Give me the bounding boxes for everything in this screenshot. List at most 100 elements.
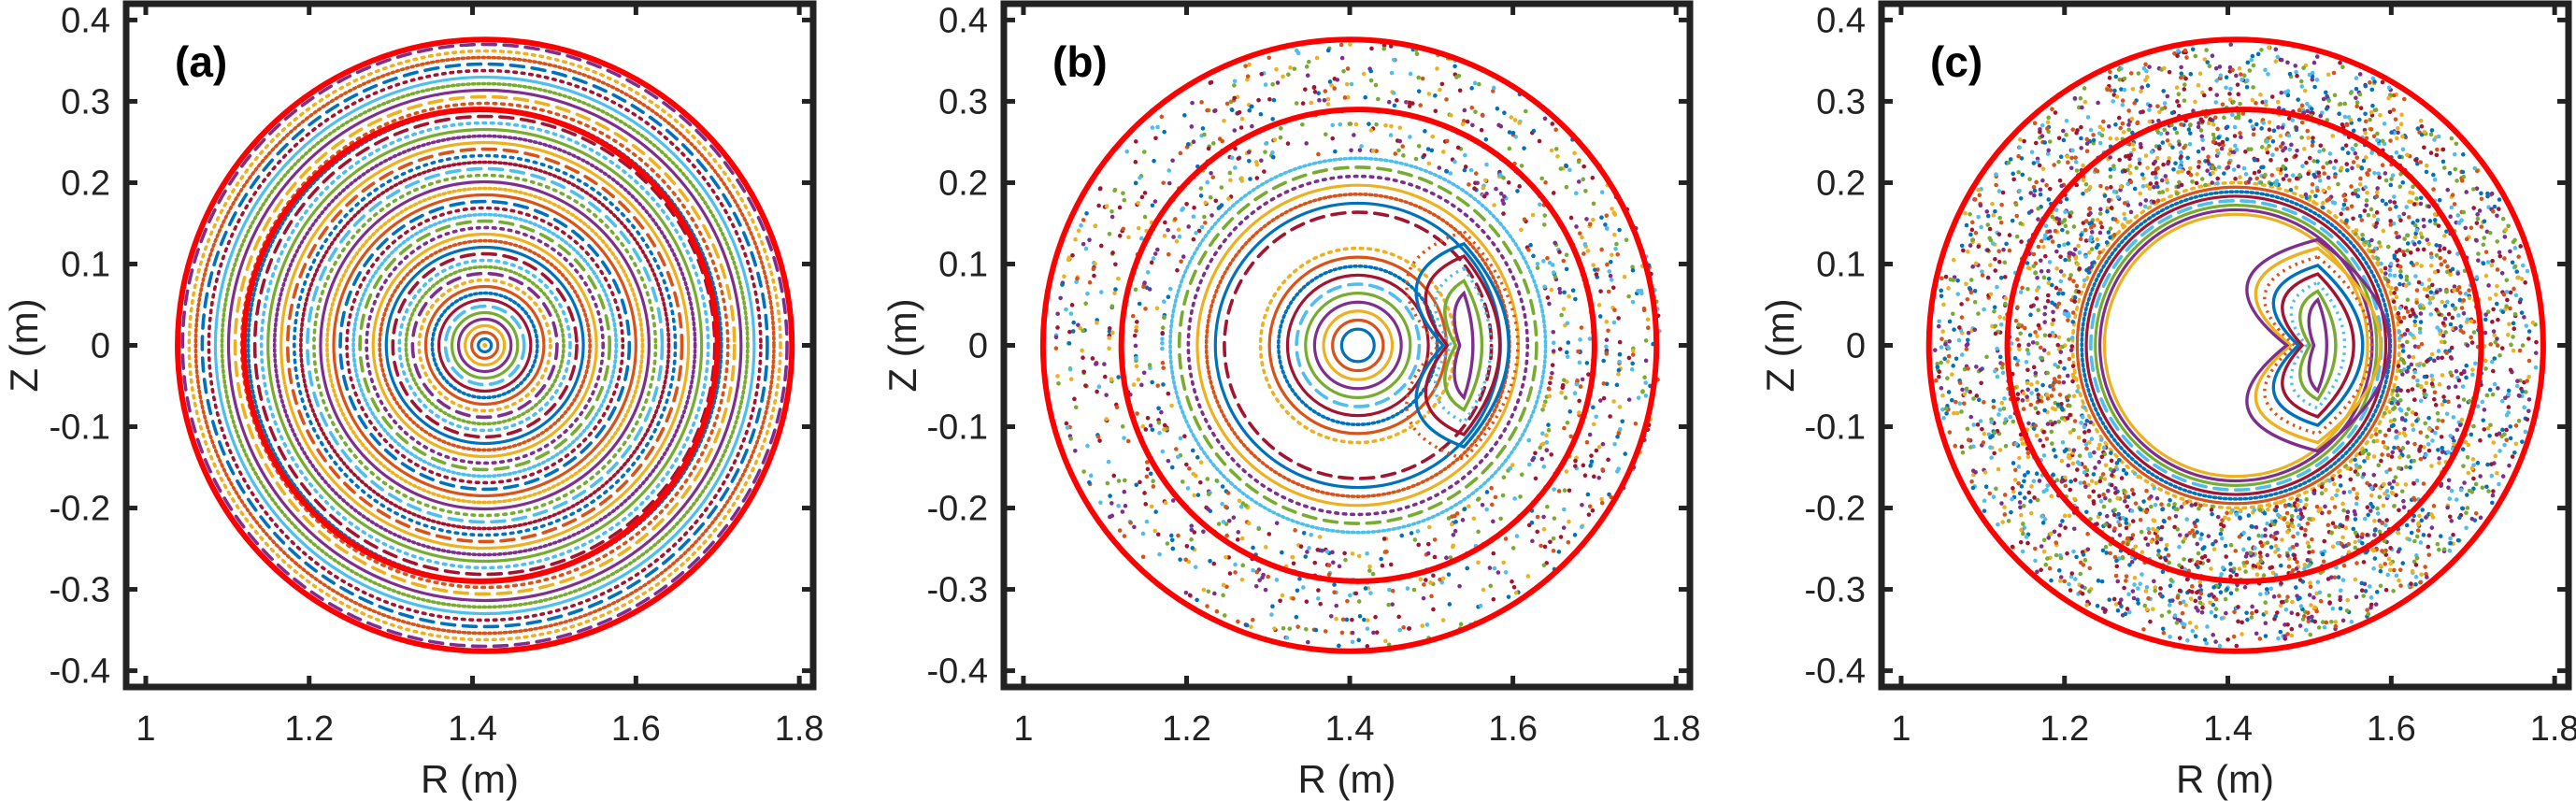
chaotic-point xyxy=(2074,130,2079,136)
chaotic-point xyxy=(2405,327,2410,333)
chaotic-point xyxy=(2187,122,2193,128)
flux-surface xyxy=(1304,292,1412,399)
chaotic-point xyxy=(2435,410,2440,416)
chaotic-point xyxy=(2387,207,2393,212)
flux-surface xyxy=(252,114,717,577)
chaotic-point xyxy=(2002,493,2008,497)
chaotic-point xyxy=(2127,164,2133,168)
boundary-inner xyxy=(240,107,721,584)
chaotic-point xyxy=(2070,379,2075,384)
x-tick-label: 1.4 xyxy=(448,709,497,749)
chaotic-point xyxy=(1599,496,1604,502)
chaotic-point xyxy=(1056,381,1061,386)
flux-surface xyxy=(365,225,605,465)
chaotic-point xyxy=(2397,336,2402,340)
chaotic-point xyxy=(2147,107,2152,112)
chaotic-point xyxy=(1565,420,1570,425)
chaotic-point xyxy=(2042,233,2048,237)
chaotic-point xyxy=(2449,488,2454,493)
chaotic-point xyxy=(2066,318,2070,322)
chaotic-point xyxy=(2045,483,2051,488)
chaotic-point xyxy=(1957,325,1962,330)
chaotic-point xyxy=(1559,312,1564,318)
chaotic-point xyxy=(2050,214,2055,220)
chaotic-point xyxy=(1513,591,1519,595)
chaotic-point xyxy=(2017,188,2022,193)
chaotic-point xyxy=(2368,594,2374,600)
chaotic-point xyxy=(2423,565,2428,569)
chaotic-point xyxy=(2342,114,2348,120)
chaotic-point xyxy=(1462,507,1467,511)
chaotic-point xyxy=(1616,431,1622,436)
chaotic-point xyxy=(1968,414,1974,420)
chaotic-point xyxy=(2051,387,2056,392)
chaotic-point xyxy=(1120,424,1125,429)
chaotic-point xyxy=(2411,518,2415,523)
chaotic-point xyxy=(2397,214,2402,220)
chaotic-point xyxy=(2183,76,2188,81)
chaotic-point xyxy=(2250,97,2255,103)
chaotic-point xyxy=(1587,222,1593,227)
y-tick-label: -0.3 xyxy=(50,571,110,610)
chaotic-point xyxy=(1577,360,1582,365)
chaotic-point xyxy=(2129,116,2135,122)
chaotic-point xyxy=(2380,163,2385,168)
chaotic-point xyxy=(1439,81,1445,87)
chaotic-point xyxy=(2447,548,2453,553)
chaotic-point xyxy=(2187,530,2193,536)
chaotic-point xyxy=(2154,175,2158,180)
chaotic-point xyxy=(2283,157,2289,163)
chaotic-point xyxy=(2036,410,2040,416)
chaotic-point xyxy=(1066,341,1072,346)
chaotic-point xyxy=(1982,508,1987,513)
chaotic-point xyxy=(2273,550,2278,554)
chaotic-point xyxy=(2186,127,2192,132)
chaotic-point xyxy=(1159,114,1165,120)
chaotic-point xyxy=(2031,184,2037,190)
chaotic-point xyxy=(1155,383,1161,388)
chaotic-point xyxy=(2002,316,2007,321)
chaotic-point xyxy=(1279,126,1283,131)
chaotic-point xyxy=(1247,107,1252,113)
chaotic-point xyxy=(2282,517,2287,522)
chaotic-point xyxy=(2436,448,2440,452)
chaotic-point xyxy=(2488,342,2494,347)
chaotic-point xyxy=(1400,144,1405,149)
chaotic-point xyxy=(2259,145,2265,150)
chaotic-point xyxy=(2438,331,2443,336)
chaotic-point xyxy=(2218,531,2224,536)
flux-surface xyxy=(1223,210,1494,480)
flux-surface xyxy=(1258,246,1457,445)
chaotic-point xyxy=(1639,291,1644,295)
chaotic-point xyxy=(1518,494,1523,499)
chaotic-point xyxy=(2397,329,2402,335)
chaotic-point xyxy=(2471,330,2477,335)
boundary-outer xyxy=(1039,36,1660,654)
chaotic-point xyxy=(1447,602,1453,607)
chaotic-point xyxy=(1947,430,1953,435)
chaotic-point xyxy=(1510,130,1516,136)
chaotic-point xyxy=(2316,174,2322,179)
chaotic-point xyxy=(1373,614,1378,620)
chaotic-point xyxy=(1932,348,1938,352)
chaotic-point xyxy=(2051,472,2055,478)
chaotic-point xyxy=(1243,64,1248,68)
chaotic-point xyxy=(2234,587,2240,593)
chaotic-point xyxy=(2368,109,2374,115)
chaotic-point xyxy=(1068,311,1074,316)
chaotic-point xyxy=(2045,151,2051,156)
chaotic-point xyxy=(2321,96,2326,102)
chaotic-point xyxy=(1337,643,1341,649)
chaotic-point xyxy=(2278,603,2283,608)
chaotic-point xyxy=(2161,89,2166,93)
chaotic-point xyxy=(1178,557,1182,562)
chaotic-point xyxy=(2310,614,2314,620)
chaotic-point xyxy=(2413,575,2419,579)
chaotic-point xyxy=(1416,89,1422,93)
chaotic-point xyxy=(2238,515,2242,520)
chaotic-point xyxy=(2486,283,2491,288)
chaotic-point xyxy=(1954,410,1960,416)
chaotic-point xyxy=(2362,516,2368,522)
chaotic-point xyxy=(2033,370,2039,376)
chaotic-point xyxy=(2033,270,2038,276)
